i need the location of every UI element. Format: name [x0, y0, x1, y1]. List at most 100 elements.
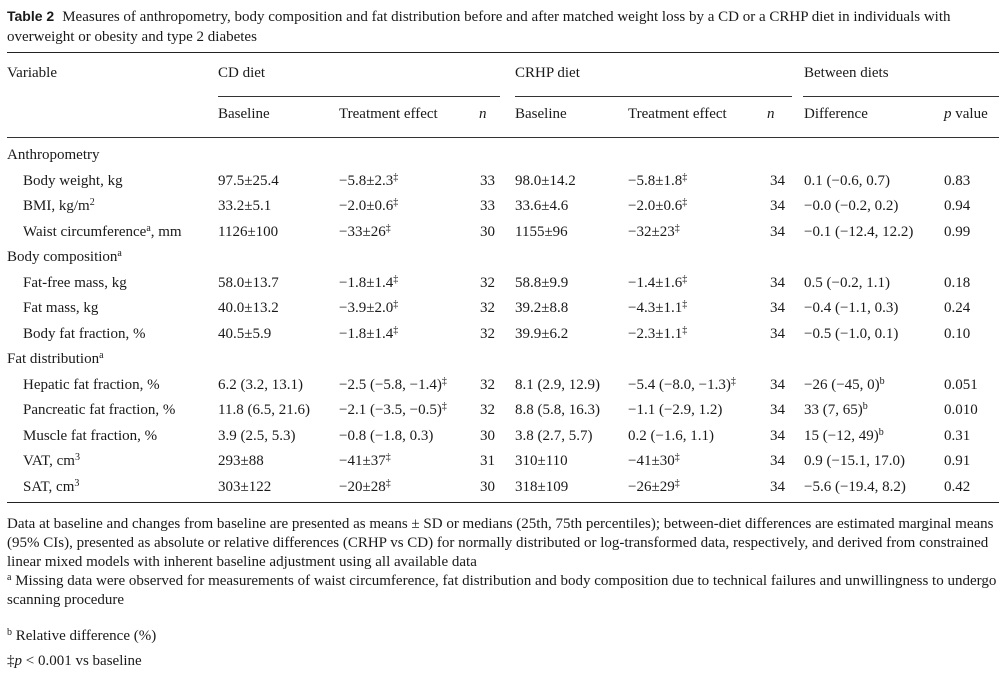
cell-cd-effect: −1.8±1.4‡: [339, 274, 398, 292]
header-crhp-baseline: Baseline: [515, 106, 567, 122]
cell-crhp-effect-value: −1.4±1.6: [628, 274, 683, 291]
cell-cd-effect-value: −2.0±0.6: [339, 198, 394, 214]
cell-cd-effect-mark: ‡: [385, 452, 391, 463]
cell-cd-baseline: 293±88: [218, 453, 264, 469]
cell-cd-n: 30: [480, 223, 495, 240]
cell-cd-effect-mark: ‡: [385, 222, 391, 234]
cell-crhp-baseline: 318±109: [515, 478, 569, 495]
variable-superscript: 3: [74, 477, 80, 489]
section-title: Fat distribution: [7, 351, 100, 367]
cell-cd-effect-mark: ‡: [441, 401, 447, 412]
cell-p: 0.24: [944, 300, 971, 316]
cell-cd-baseline: 58.0±13.7: [218, 274, 279, 291]
between-group-rule: [803, 96, 999, 97]
cell-cd-n: 33: [480, 172, 495, 189]
section-header: Anthropometry: [7, 146, 99, 164]
header-cd-n: n: [479, 106, 487, 122]
cell-difference: −26 (−45, 0)b: [804, 376, 885, 394]
variable-label: Body weight, kg: [23, 172, 123, 189]
cell-crhp-baseline: 58.8±9.9: [515, 274, 569, 291]
cell-difference: −0.5 (−1.0, 0.1): [804, 325, 899, 342]
cell-crhp-effect-value: −2.3±1.1: [628, 325, 683, 342]
crhp-group-rule: [515, 96, 792, 97]
cell-cd-effect-value: −5.8±2.3: [339, 172, 394, 189]
row-variable: Muscle fat fraction, %: [23, 427, 157, 445]
cell-crhp-baseline: 39.2±8.8: [515, 300, 569, 316]
cell-crhp-n: 34: [770, 402, 785, 418]
header-crhp-treatment-effect: Treatment effect: [628, 106, 727, 122]
cell-crhp-n: 34: [770, 172, 785, 189]
variable-superscript: 3: [74, 452, 80, 463]
cell-cd-effect-value: −2.1 (−3.5, −0.5): [339, 402, 442, 418]
cell-crhp-n: 34: [770, 325, 785, 342]
cell-crhp-baseline: 33.6±4.6: [515, 198, 569, 214]
variable-label: VAT, cm: [23, 453, 75, 469]
cell-cd-effect-value: −1.8±1.4: [339, 325, 394, 342]
cell-cd-effect-mark: ‡: [393, 197, 399, 208]
cell-cd-effect-value: −33±26: [339, 223, 386, 240]
footnote-dagger-text: < 0.001 vs baseline: [22, 653, 142, 669]
variable-label: BMI, kg/m: [23, 198, 90, 214]
row-variable: Body weight, kg: [23, 172, 123, 190]
cell-cd-n: 32: [480, 325, 495, 342]
cell-difference-mark: b: [879, 375, 885, 387]
cell-p: 0.42: [944, 478, 971, 495]
footnote-b-text: Relative difference (%): [15, 628, 157, 644]
cell-cd-effect: −33±26‡: [339, 223, 391, 241]
top-rule: [7, 52, 999, 53]
cell-crhp-baseline: 1155±96: [515, 223, 568, 240]
header-p-value: p value: [944, 105, 988, 123]
bottom-rule: [7, 502, 999, 503]
cell-crhp-effect: −1.1 (−2.9, 1.2): [628, 402, 723, 418]
cell-cd-n: 31: [480, 453, 495, 469]
cell-crhp-baseline: 310±110: [515, 453, 568, 469]
cell-crhp-effect: −41±30‡: [628, 452, 680, 470]
footnote-b: b Relative difference (%): [7, 627, 1001, 646]
cell-crhp-n: 34: [770, 198, 785, 214]
header-difference: Difference: [804, 106, 868, 122]
variable-label: Pancreatic fat fraction, %: [23, 402, 176, 418]
cell-cd-effect-value: −1.8±1.4: [339, 274, 394, 291]
cell-cd-baseline: 33.2±5.1: [218, 198, 272, 214]
cell-crhp-effect-value: −41±30: [628, 453, 675, 469]
footnote-dagger: ‡p < 0.001 vs baseline: [7, 652, 1001, 671]
cell-cd-effect: −1.8±1.4‡: [339, 325, 398, 343]
cell-cd-n: 30: [480, 478, 495, 495]
cell-difference-value: −26 (−45, 0): [804, 376, 880, 393]
cell-cd-effect: −2.1 (−3.5, −0.5)‡: [339, 401, 447, 419]
cell-crhp-n: 34: [770, 376, 785, 393]
cell-crhp-n: 34: [770, 223, 785, 240]
header-p-letter: p: [944, 106, 952, 122]
section-title: Body composition: [7, 249, 118, 265]
cell-difference: −0.1 (−12.4, 12.2): [804, 223, 914, 240]
cell-crhp-effect: −26±29‡: [628, 478, 680, 496]
row-variable: VAT, cm3: [23, 452, 80, 470]
variable-label: Fat-free mass, kg: [23, 274, 127, 291]
table-caption: Table 2 Measures of anthropometry, body c…: [7, 6, 1001, 47]
cell-crhp-baseline: 3.8 (2.7, 5.7): [515, 427, 593, 444]
row-variable: Fat-free mass, kg: [23, 274, 127, 292]
section-header: Fat distributiona: [7, 350, 104, 368]
cell-difference: 0.5 (−0.2, 1.1): [804, 274, 890, 291]
cell-difference: −5.6 (−19.4, 8.2): [804, 478, 906, 495]
cell-difference: 0.9 (−15.1, 17.0): [804, 453, 905, 469]
cell-difference: −0.4 (−1.1, 0.3): [804, 300, 899, 316]
cell-cd-n: 33: [480, 198, 495, 214]
cell-cd-effect: −0.8 (−1.8, 0.3): [339, 427, 434, 444]
cell-crhp-effect-value: −5.8±1.8: [628, 172, 683, 189]
cell-crhp-n: 34: [770, 453, 785, 469]
row-variable: Hepatic fat fraction, %: [23, 376, 160, 394]
cell-p: 0.91: [944, 453, 971, 469]
cell-crhp-n: 34: [770, 427, 785, 444]
cell-p: 0.31: [944, 427, 971, 444]
header-p-rest: value: [951, 106, 988, 122]
cell-cd-n: 32: [480, 376, 495, 393]
variable-label: Waist circumference: [23, 223, 147, 240]
cell-crhp-baseline: 8.1 (2.9, 12.9): [515, 376, 600, 393]
cell-crhp-n: 34: [770, 478, 785, 495]
row-variable: Fat mass, kg: [23, 299, 98, 317]
header-cd-baseline: Baseline: [218, 106, 270, 122]
cell-difference-value: 15 (−12, 49): [804, 427, 879, 444]
cell-crhp-effect-mark: ‡: [682, 299, 688, 310]
cell-cd-effect-mark: ‡: [393, 171, 399, 183]
